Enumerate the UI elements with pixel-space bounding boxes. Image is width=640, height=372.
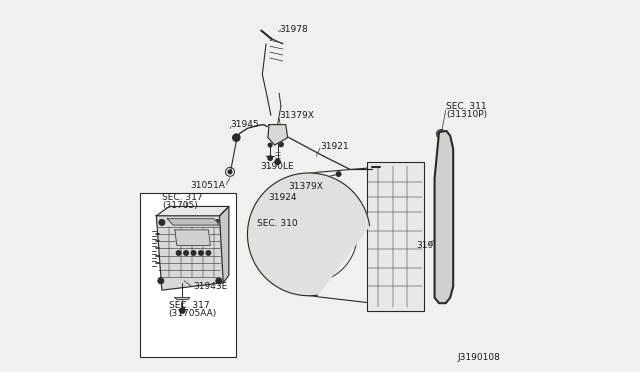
Circle shape	[184, 250, 189, 256]
Circle shape	[274, 128, 282, 136]
Text: 31379X: 31379X	[279, 111, 314, 120]
Circle shape	[305, 231, 312, 238]
Circle shape	[159, 219, 165, 225]
Circle shape	[268, 156, 273, 160]
Circle shape	[198, 250, 204, 256]
Text: SEC. 311: SEC. 311	[447, 102, 487, 110]
Circle shape	[216, 278, 222, 284]
Text: 31379X: 31379X	[289, 182, 323, 190]
Circle shape	[292, 179, 296, 183]
Text: 31945: 31945	[230, 120, 259, 129]
Text: J3190108: J3190108	[458, 353, 500, 362]
Text: 31978: 31978	[279, 25, 308, 33]
Circle shape	[158, 278, 164, 284]
Circle shape	[232, 134, 240, 141]
Circle shape	[392, 164, 398, 170]
Circle shape	[349, 232, 354, 237]
Text: SEC. 317: SEC. 317	[168, 301, 209, 310]
Circle shape	[268, 143, 272, 147]
Circle shape	[328, 269, 333, 274]
Text: SEC. 317: SEC. 317	[162, 193, 202, 202]
Circle shape	[438, 131, 444, 137]
Circle shape	[206, 250, 211, 256]
Circle shape	[275, 159, 280, 164]
Text: 31943E: 31943E	[193, 282, 228, 291]
Bar	[367, 162, 424, 311]
Circle shape	[181, 297, 184, 300]
Polygon shape	[156, 206, 229, 216]
Circle shape	[180, 308, 185, 313]
Circle shape	[278, 142, 283, 147]
Polygon shape	[220, 206, 229, 283]
Polygon shape	[268, 125, 287, 145]
Circle shape	[392, 302, 398, 308]
Text: (31705AA): (31705AA)	[168, 309, 217, 318]
Circle shape	[368, 164, 374, 170]
Text: 31051A: 31051A	[190, 181, 225, 190]
Circle shape	[298, 223, 320, 246]
Text: 31924: 31924	[268, 193, 296, 202]
Circle shape	[285, 195, 290, 200]
Text: (31310P): (31310P)	[447, 110, 488, 119]
Text: 31935: 31935	[417, 241, 445, 250]
Polygon shape	[168, 219, 220, 225]
Circle shape	[285, 269, 290, 274]
Circle shape	[215, 219, 221, 225]
Text: SEC. 310: SEC. 310	[257, 219, 298, 228]
Circle shape	[417, 164, 422, 170]
Circle shape	[368, 302, 374, 308]
Text: (31705): (31705)	[162, 201, 198, 210]
Circle shape	[228, 170, 232, 174]
Circle shape	[191, 250, 196, 256]
Polygon shape	[156, 216, 223, 290]
Circle shape	[417, 302, 422, 308]
Bar	[140, 193, 236, 357]
Circle shape	[264, 232, 269, 237]
Circle shape	[337, 172, 341, 176]
Text: 3190LE: 3190LE	[260, 162, 294, 171]
Circle shape	[328, 195, 333, 200]
Circle shape	[176, 250, 181, 256]
Circle shape	[235, 136, 238, 139]
Polygon shape	[435, 131, 453, 303]
Polygon shape	[175, 230, 211, 246]
Polygon shape	[248, 173, 369, 296]
Polygon shape	[175, 298, 190, 299]
Text: 31921: 31921	[320, 142, 349, 151]
